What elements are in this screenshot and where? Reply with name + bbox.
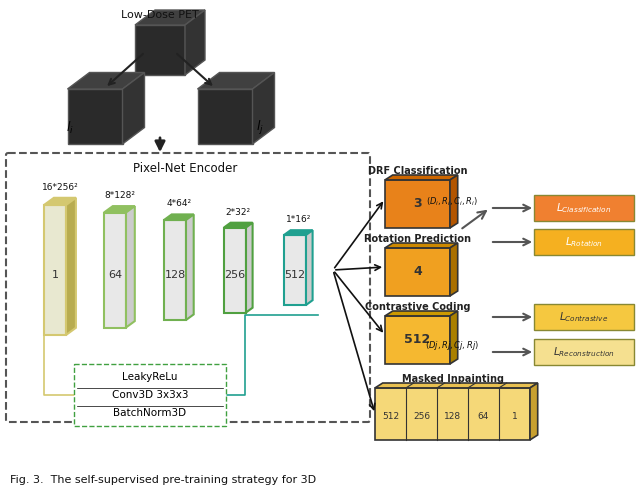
Polygon shape <box>385 316 450 364</box>
Polygon shape <box>253 72 275 144</box>
Text: $L_{Contrastive}$: $L_{Contrastive}$ <box>559 310 609 324</box>
Polygon shape <box>122 72 145 144</box>
Text: Low-Dose PET: Low-Dose PET <box>121 10 199 20</box>
Text: BatchNorm3D: BatchNorm3D <box>113 408 187 418</box>
FancyBboxPatch shape <box>534 304 634 330</box>
FancyBboxPatch shape <box>6 153 370 422</box>
Polygon shape <box>135 10 205 25</box>
Polygon shape <box>104 206 135 212</box>
Polygon shape <box>375 383 538 388</box>
Polygon shape <box>135 25 185 75</box>
Polygon shape <box>450 243 458 296</box>
FancyBboxPatch shape <box>534 229 634 255</box>
Polygon shape <box>126 206 135 328</box>
Text: DRF Classification: DRF Classification <box>368 166 467 176</box>
Polygon shape <box>284 235 306 305</box>
Polygon shape <box>224 223 253 228</box>
Text: Conv3D 3x3x3: Conv3D 3x3x3 <box>112 390 188 400</box>
Text: 16*256²: 16*256² <box>42 183 78 192</box>
Polygon shape <box>67 89 122 144</box>
Text: $L_{Classification}$: $L_{Classification}$ <box>556 201 612 215</box>
Text: 1: 1 <box>511 412 517 421</box>
Polygon shape <box>186 214 194 320</box>
Polygon shape <box>104 212 126 328</box>
Text: $l_j$: $l_j$ <box>256 119 264 137</box>
Polygon shape <box>306 230 312 305</box>
Text: 512: 512 <box>382 412 399 421</box>
Text: LeakyReLu: LeakyReLu <box>122 372 178 382</box>
Polygon shape <box>375 388 530 440</box>
Polygon shape <box>164 220 186 320</box>
FancyBboxPatch shape <box>534 195 634 221</box>
Polygon shape <box>67 72 145 89</box>
Polygon shape <box>66 198 76 335</box>
Polygon shape <box>385 243 458 248</box>
Text: 256: 256 <box>413 412 430 421</box>
Text: $L_{Reconstruction}$: $L_{Reconstruction}$ <box>553 345 615 359</box>
Text: 512: 512 <box>284 270 305 280</box>
Polygon shape <box>385 175 458 180</box>
Text: Pixel-Net Encoder: Pixel-Net Encoder <box>133 161 237 175</box>
Text: 1*16²: 1*16² <box>285 215 311 224</box>
Polygon shape <box>284 230 312 235</box>
Text: Fig. 3.  The self-supervised pre-training strategy for 3D: Fig. 3. The self-supervised pre-training… <box>10 475 316 485</box>
Polygon shape <box>198 89 253 144</box>
Text: Contrastive Coding: Contrastive Coding <box>365 302 470 312</box>
Text: 3: 3 <box>413 198 422 210</box>
Text: 1: 1 <box>51 270 58 280</box>
Text: 128: 128 <box>444 412 461 421</box>
Text: 64: 64 <box>108 270 122 280</box>
Polygon shape <box>224 228 246 312</box>
Polygon shape <box>385 248 450 296</box>
Text: 256: 256 <box>225 270 246 280</box>
Polygon shape <box>385 180 450 228</box>
Polygon shape <box>185 10 205 75</box>
Polygon shape <box>198 72 275 89</box>
Text: $(Dj, Rj, Cj, Rj)$: $(Dj, Rj, Cj, Rj)$ <box>425 339 479 351</box>
Text: $(D_i, R_i, C_i, R_i)$: $(D_i, R_i, C_i, R_i)$ <box>426 196 478 208</box>
Text: 8*128²: 8*128² <box>104 191 135 200</box>
Text: $L_{Rotation}$: $L_{Rotation}$ <box>565 235 603 249</box>
Polygon shape <box>530 383 538 440</box>
Text: 4*64²: 4*64² <box>166 199 191 208</box>
Polygon shape <box>164 214 194 220</box>
Text: 512: 512 <box>404 334 431 346</box>
Polygon shape <box>385 311 458 316</box>
FancyBboxPatch shape <box>534 339 634 365</box>
Text: 128: 128 <box>164 270 186 280</box>
Text: 64: 64 <box>478 412 489 421</box>
Polygon shape <box>246 223 253 312</box>
Text: Rotation Prediction: Rotation Prediction <box>364 234 471 244</box>
Polygon shape <box>450 175 458 228</box>
Text: 2*32²: 2*32² <box>226 208 251 217</box>
Text: 4: 4 <box>413 265 422 278</box>
Polygon shape <box>44 198 76 205</box>
Polygon shape <box>450 311 458 364</box>
Text: $l_i$: $l_i$ <box>66 120 74 136</box>
Text: Masked Inpainting: Masked Inpainting <box>401 374 504 384</box>
Polygon shape <box>44 205 66 335</box>
FancyBboxPatch shape <box>74 364 226 426</box>
